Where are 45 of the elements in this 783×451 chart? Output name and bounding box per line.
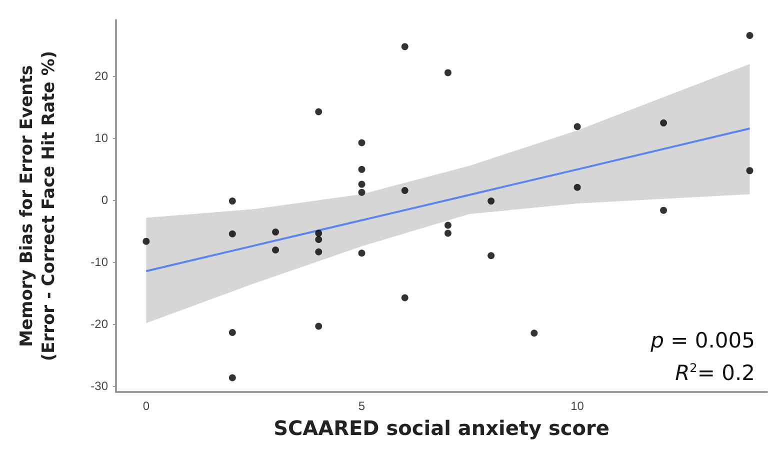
point — [315, 230, 322, 237]
x-axis-title: SCAARED social anxiety score — [274, 416, 610, 440]
y-tick-label: 20 — [94, 68, 108, 83]
line-series — [145, 128, 751, 272]
y-tick-label: -30 — [90, 378, 108, 393]
annotation: p = 0.005 — [650, 328, 756, 352]
point — [228, 198, 236, 205]
point — [660, 206, 668, 214]
point — [530, 330, 538, 337]
point — [444, 69, 452, 76]
point — [315, 322, 322, 330]
point — [315, 248, 322, 256]
point — [315, 108, 322, 116]
point — [142, 238, 150, 245]
point — [315, 236, 322, 243]
x-tick-label: 0 — [142, 399, 150, 413]
y-axis-title: Memory Bias for Error Events (Error - Correct Face Hit Rate %) — [17, 50, 59, 362]
point — [401, 294, 408, 302]
point — [660, 119, 668, 126]
point — [358, 180, 366, 188]
point — [401, 187, 408, 194]
point — [488, 198, 495, 205]
point — [574, 184, 581, 191]
point — [488, 252, 495, 260]
point — [358, 166, 366, 173]
point — [746, 167, 754, 174]
point — [746, 32, 754, 39]
point — [228, 328, 236, 336]
y-tick-label: -10 — [90, 254, 108, 269]
y-tick-label: -20 — [90, 316, 108, 331]
x-tick-label: 5 — [358, 399, 366, 413]
point — [574, 123, 581, 130]
point — [401, 43, 408, 50]
point — [272, 228, 280, 236]
point — [358, 250, 366, 257]
point — [444, 230, 452, 237]
y-tick-label: 0 — [101, 192, 108, 207]
point — [272, 246, 280, 254]
y-tick-label: 10 — [94, 130, 108, 145]
point — [444, 222, 452, 229]
point — [228, 374, 236, 382]
point — [358, 139, 366, 146]
x-tick-label: 10 — [570, 399, 584, 413]
point — [358, 188, 366, 196]
point — [228, 230, 236, 238]
